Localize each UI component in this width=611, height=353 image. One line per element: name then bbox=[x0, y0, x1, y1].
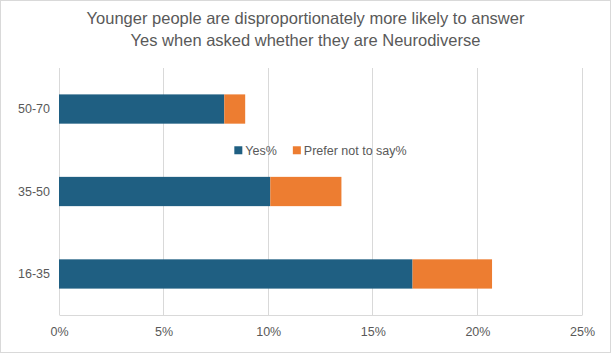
x-tick-label: 25% bbox=[570, 325, 595, 339]
y-tick: 16-35 bbox=[18, 267, 59, 281]
bar bbox=[224, 94, 245, 123]
bar bbox=[413, 259, 492, 288]
grid-line bbox=[582, 68, 583, 315]
x-tick-label: 5% bbox=[155, 325, 173, 339]
grid bbox=[59, 68, 582, 315]
x-tick: 25% bbox=[570, 315, 595, 339]
y-axis: 50-70 35-50 16-35 bbox=[18, 69, 59, 316]
legend-swatch bbox=[293, 146, 301, 154]
y-tick: 50-70 bbox=[18, 102, 59, 116]
x-tick-label: 10% bbox=[256, 325, 281, 339]
x-tick: 10% bbox=[256, 315, 281, 339]
x-tick: 5% bbox=[155, 315, 173, 339]
series-bars bbox=[59, 94, 413, 288]
legend-item: Prefer not to say% bbox=[293, 144, 407, 158]
legend-swatch bbox=[234, 146, 242, 154]
legend-label: Yes% bbox=[245, 144, 277, 158]
legend-label: Prefer not to say% bbox=[304, 144, 407, 158]
y-tick-label: 35-50 bbox=[18, 185, 50, 199]
legend: Yes% Prefer not to say% bbox=[234, 144, 406, 158]
bar bbox=[59, 259, 413, 288]
title-line: Younger people are disproportionately mo… bbox=[87, 9, 525, 27]
title: Younger people are disproportionately mo… bbox=[87, 9, 525, 49]
y-axis-line bbox=[59, 69, 60, 316]
x-tick-label: 20% bbox=[465, 325, 490, 339]
y-tick-label: 50-70 bbox=[18, 102, 50, 116]
x-tick: 0% bbox=[50, 315, 68, 339]
bar bbox=[59, 177, 270, 206]
x-tick-label: 15% bbox=[361, 325, 386, 339]
x-tick: 20% bbox=[465, 315, 490, 339]
series-bars bbox=[224, 94, 492, 288]
x-tick-label: 0% bbox=[50, 325, 68, 339]
legend-item: Yes% bbox=[234, 144, 277, 158]
bar bbox=[59, 94, 224, 123]
plot: 0% 5% 10% 15% 20% 25% 50-70 35-50 16-35 Yes% Prefe… bbox=[18, 68, 595, 339]
x-axis: 0% 5% 10% 15% 20% 25% bbox=[50, 315, 595, 339]
x-axis-line bbox=[60, 315, 583, 316]
x-tick: 15% bbox=[361, 315, 386, 339]
y-tick: 35-50 bbox=[18, 185, 59, 199]
bar bbox=[270, 177, 341, 206]
chart: Younger people are disproportionately mo… bbox=[0, 0, 611, 353]
title-line: Yes when asked whether they are Neurodiv… bbox=[131, 31, 481, 49]
y-tick-label: 16-35 bbox=[18, 267, 50, 281]
chart-border bbox=[1, 1, 611, 353]
bars bbox=[59, 94, 492, 288]
